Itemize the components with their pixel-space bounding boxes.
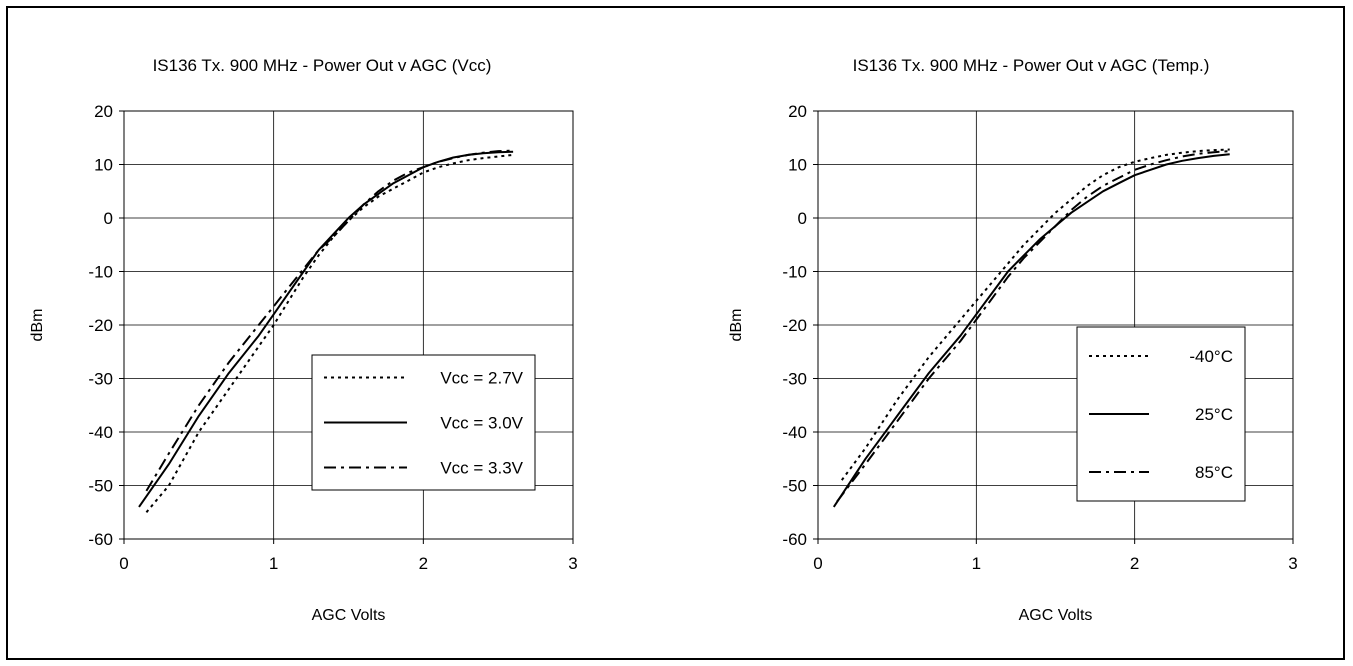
chart1-x-tick-label: 0 — [119, 554, 128, 573]
chart2-y-axis-label: dBm — [728, 309, 745, 342]
chart1-legend-label-1: Vcc = 2.7V — [440, 369, 523, 388]
chart1-title: IS136 Tx. 900 MHz - Power Out v AGC (Vcc… — [153, 56, 492, 75]
chart2-y-tick-label: -10 — [782, 263, 807, 282]
chart2-x-tick-label: 2 — [1130, 554, 1139, 573]
chart1-y-tick-label: 20 — [94, 102, 113, 121]
chart1-y-tick-label: -30 — [88, 370, 113, 389]
chart1-y-axis-label: dBm — [29, 309, 46, 342]
chart2-y-tick-label: -50 — [782, 477, 807, 496]
chart2-y-tick-label: -30 — [782, 370, 807, 389]
chart1-y-tick-label: 10 — [94, 156, 113, 175]
chart1-series-line-3 — [145, 149, 514, 492]
chart1-x-tick-label: 2 — [419, 554, 428, 573]
chart2-y-tick-label: -20 — [782, 316, 807, 335]
chart1-x-tick-label: 1 — [269, 554, 278, 573]
chart1-x-axis-label: AGC Volts — [312, 607, 386, 624]
chart2-series-line-1 — [840, 148, 1230, 481]
chart2-y-tick-label: 20 — [788, 102, 807, 121]
chart2-title: IS136 Tx. 900 MHz - Power Out v AGC (Tem… — [853, 56, 1210, 75]
chart2-legend-label-3: 85°C — [1195, 463, 1233, 482]
chart1-y-tick-label: -60 — [88, 530, 113, 549]
chart1-y-tick-label: 0 — [104, 209, 113, 228]
chart2-legend-label-2: 25°C — [1195, 405, 1233, 424]
figure-frame — [6, 6, 1345, 660]
chart2-y-tick-label: -40 — [782, 423, 807, 442]
chart2-x-tick-label: 3 — [1288, 554, 1297, 573]
chart2-x-tick-label: 1 — [972, 554, 981, 573]
chart1-legend-label-3: Vcc = 3.3V — [440, 459, 523, 478]
chart2-x-tick-label: 0 — [813, 554, 822, 573]
chart1-x-tick-label: 3 — [568, 554, 577, 573]
chart2-series-line-3 — [836, 150, 1230, 503]
chart1-legend-label-2: Vcc = 3.0V — [440, 414, 523, 433]
chart2-legend-label-1: -40°C — [1189, 347, 1233, 366]
chart1-series-line-1 — [145, 153, 514, 513]
chart1-y-tick-label: -10 — [88, 263, 113, 282]
chart2-y-tick-label: 0 — [798, 209, 807, 228]
chart1-y-tick-label: -20 — [88, 316, 113, 335]
chart2-series-line-2 — [832, 153, 1230, 508]
chart1-y-tick-label: -50 — [88, 477, 113, 496]
chart2-y-tick-label: -60 — [782, 530, 807, 549]
chart2-y-tick-label: 10 — [788, 156, 807, 175]
chart1-y-tick-label: -40 — [88, 423, 113, 442]
chart2-x-axis-label: AGC Volts — [1019, 607, 1093, 624]
